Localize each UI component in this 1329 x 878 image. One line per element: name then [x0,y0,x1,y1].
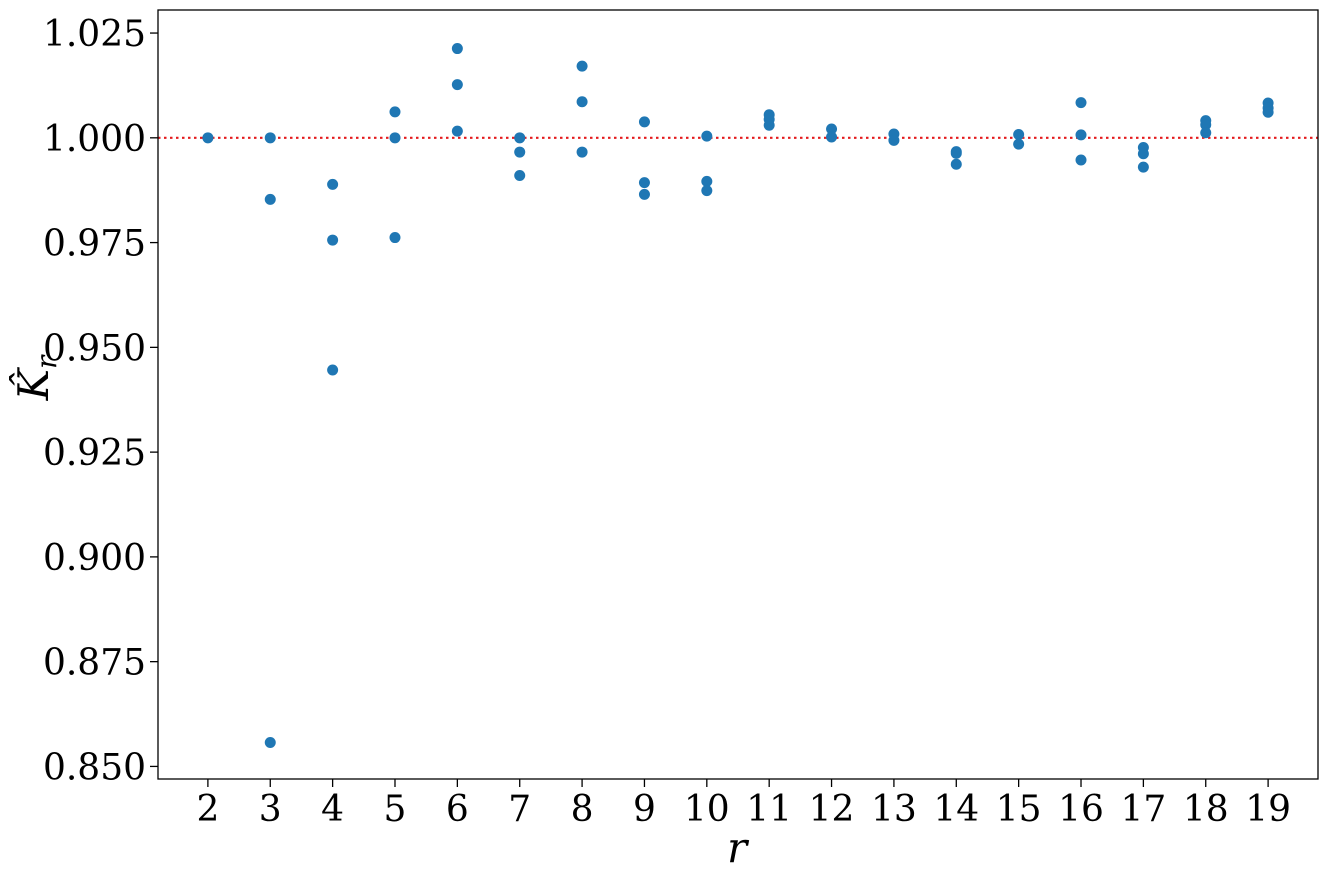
data-point [451,79,463,91]
data-point [826,131,838,143]
data-point [264,737,276,749]
x-tick-label: 18 [1183,789,1229,830]
data-point [638,116,650,128]
x-tick-label: 14 [933,789,979,830]
x-tick-label: 13 [871,789,917,830]
y-axis-ticks: 0.850 0.875 0.900 0.925 0.950 0.975 1.000 1.025 [43,14,158,788]
x-tick-label: 8 [571,789,594,830]
data-point [576,96,588,108]
data-point [1262,106,1274,118]
data-point [514,170,526,182]
x-tick-label: 10 [684,789,730,830]
data-point [202,132,214,144]
data-point [701,175,713,187]
y-tick-label: 1.000 [43,119,146,160]
x-tick-label: 11 [746,789,792,830]
y-tick-label: 0.925 [43,433,146,474]
data-point [389,232,401,244]
y-tick-label: 0.875 [43,643,146,684]
data-point [1075,154,1087,166]
data-point [327,234,339,246]
data-point [826,123,838,135]
data-point [451,43,463,55]
y-axis-label-subscript: r [30,354,63,369]
x-tick-label: 12 [809,789,855,830]
x-tick-label: 2 [196,789,219,830]
data-point [389,106,401,118]
y-axis-label-main: K̂ [7,366,58,401]
y-axis-label: K̂r [7,354,63,401]
data-point [1137,161,1149,173]
data-point [576,60,588,72]
data-point [327,364,339,376]
data-point [264,193,276,205]
data-point [638,177,650,189]
data-point [514,146,526,158]
data-point [576,146,588,158]
data-points [202,43,1274,749]
x-tick-label: 19 [1245,789,1291,830]
data-point [888,134,900,146]
x-tick-label: 16 [1058,789,1104,830]
data-point [763,119,775,131]
data-point [1075,129,1087,141]
x-axis-label: r [727,823,750,872]
svg-text:K̂r: K̂r [7,354,63,401]
y-tick-label: 0.850 [43,747,146,788]
x-tick-label: 4 [321,789,344,830]
data-point [950,158,962,170]
y-tick-label: 0.900 [43,538,146,579]
x-tick-label: 3 [259,789,282,830]
y-tick-label: 0.975 [43,224,146,265]
data-point [638,188,650,200]
data-point [701,185,713,197]
x-tick-label: 6 [446,789,469,830]
data-point [514,132,526,144]
data-point [1013,128,1025,140]
x-axis-ticks: 2 3 4 5 6 7 8 9 10 11 12 13 14 15 16 17 18 19 [196,779,1291,830]
x-tick-label: 7 [508,789,531,830]
data-point [1013,138,1025,150]
x-tick-label: 9 [633,789,656,830]
x-tick-label: 15 [996,789,1042,830]
y-tick-label: 1.025 [43,14,146,55]
data-point [451,125,463,137]
data-point [389,132,401,144]
plot-frame [157,9,1319,780]
data-point [701,130,713,142]
data-point [327,178,339,190]
axes [157,9,1319,780]
x-tick-label: 5 [384,789,407,830]
data-point [1137,148,1149,160]
data-point [950,147,962,159]
x-tick-label: 17 [1120,789,1166,830]
data-point [1075,97,1087,109]
data-point [264,132,276,144]
y-tick-label: 0.950 [43,328,146,369]
data-point [1200,119,1212,131]
data-point [1200,127,1212,139]
